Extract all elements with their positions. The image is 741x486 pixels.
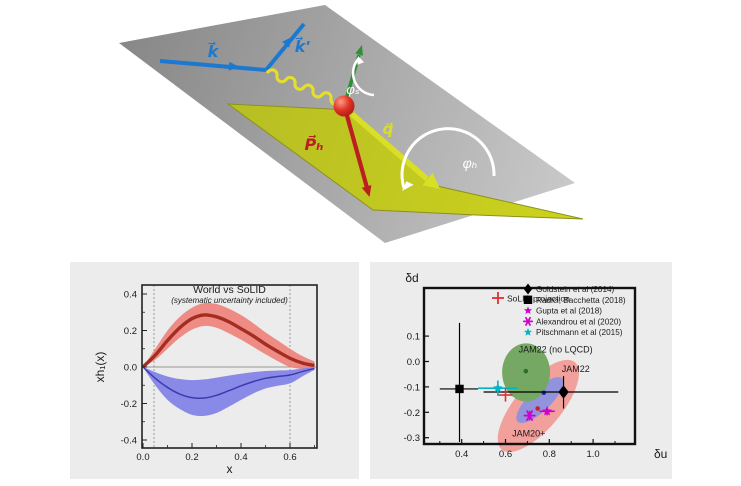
phi-s-arc xyxy=(351,57,375,97)
data-point-star xyxy=(478,380,518,396)
legend-label-3: Alexandrou et al (2020) xyxy=(536,317,621,326)
phi-h-label: φₕ xyxy=(463,155,478,171)
ellipse-center-dot xyxy=(541,390,547,396)
x-tick-label: 0.2 xyxy=(185,452,198,463)
interaction-vertex-sphere xyxy=(333,95,355,117)
k-vector-label: k⃗ xyxy=(208,41,220,61)
legend-marker-1 xyxy=(523,295,533,304)
phi-h-arc xyxy=(400,127,496,189)
chart-subtitle: (systematic uncertainty included) xyxy=(171,296,288,305)
ellipse-label-JAM22-no-LQCD-: JAM22 (no LQCD) xyxy=(519,345,593,355)
transversity-chart: 0.0 0.2 0.4 0.6 0.4 0.2 0.0 -0.2 -0.4 World vs So… xyxy=(93,284,318,476)
tensor-charge-panel: JAM20+ JAM22 JAM22 (no LQCD) 0.4 0.6 0.8 1.0 0.… xyxy=(370,262,672,479)
ellipse-label-JAM22: JAM22 xyxy=(562,364,590,374)
x-tick-label: 0.6 xyxy=(283,452,296,463)
negative-band-blue-central-curve xyxy=(142,366,315,400)
x-tick-label: 0.4 xyxy=(455,449,468,460)
legend-label-1: Radici, Bacchetta (2018) xyxy=(536,296,626,305)
hadron-momentum-arrowhead xyxy=(361,185,372,197)
y-tick-label: 0.0 xyxy=(124,363,137,374)
asterisk-center xyxy=(526,319,530,323)
y-tick-label: -0.2 xyxy=(404,408,420,419)
y-axis-label: xh₁(x) xyxy=(93,352,107,383)
asterisk-center xyxy=(527,413,532,418)
y-tick-label: 0.1 xyxy=(407,332,420,343)
phi-h-arc-arrowhead xyxy=(402,181,414,191)
incoming-lepton-line xyxy=(159,59,267,72)
y-tick-label: -0.2 xyxy=(121,399,137,410)
legend-marker-3 xyxy=(522,316,534,326)
y-axis-label: δd xyxy=(405,271,418,285)
legend-label-0: Goldstein et al (2014) xyxy=(536,285,615,294)
legend-marker-4 xyxy=(524,328,532,336)
marker-star xyxy=(542,406,553,416)
x-tick-label: 0.8 xyxy=(543,449,556,460)
q-vector-label: q⃗ xyxy=(383,121,394,138)
hadron-momentum-label: P⃗ₕ xyxy=(304,134,323,154)
x-axis-label: x xyxy=(227,462,233,476)
legend-label-solid-projection: SoLID projection xyxy=(507,294,570,304)
data-point-square xyxy=(439,322,479,443)
scattered-lepton-line xyxy=(264,22,306,72)
q-vector-arrow xyxy=(350,111,429,182)
spin-vector-arrowhead xyxy=(355,45,363,56)
sidis-kinematics-diagram: k⃗ k⃗′ q⃗ P⃗ₕ φₛ φₕ xyxy=(119,5,584,243)
y-tick-label: -0.4 xyxy=(121,436,137,447)
ellipse-center-dot xyxy=(535,406,540,411)
transversity-panel: 0.0 0.2 0.4 0.6 0.4 0.2 0.0 -0.2 -0.4 World vs So… xyxy=(70,262,359,479)
marker-star xyxy=(492,383,503,393)
legend-marker-2 xyxy=(524,306,532,314)
chart-title: World vs SoLID xyxy=(193,284,266,296)
positive-band-red-central-curve xyxy=(141,313,315,369)
photon-wavy-line xyxy=(266,68,342,107)
phi-s-label: φₛ xyxy=(346,82,359,97)
q-vector-arrowhead xyxy=(422,172,440,189)
x-tick-label: 0.4 xyxy=(234,452,247,463)
data-point-asterisk xyxy=(523,410,536,421)
scattered-lepton-arrowhead xyxy=(282,37,292,48)
data-point-plus xyxy=(498,388,513,402)
y-tick-label: 0.0 xyxy=(407,357,420,368)
x-axis-label: δu xyxy=(654,447,667,461)
legend-label-2: Gupta et al (2018) xyxy=(536,307,602,316)
y-tick-label: 0.4 xyxy=(124,290,137,301)
positive-band-red-band xyxy=(143,302,315,370)
ellipse-center-dot xyxy=(523,368,529,374)
incoming-lepton-arrowhead xyxy=(228,61,239,71)
x-tick-label: 0.0 xyxy=(136,452,149,463)
legend-label-4: Pitschmann et al (2015) xyxy=(536,328,623,337)
marker-square xyxy=(455,384,464,394)
x-tick-label: 1.0 xyxy=(586,449,599,460)
phi-s-arc-arrowhead xyxy=(357,56,364,65)
marker-asterisk xyxy=(523,410,536,421)
y-tick-label: -0.1 xyxy=(404,382,420,393)
ellipse-label-JAM20-: JAM20+ xyxy=(512,428,545,438)
k-prime-vector-label: k⃗′ xyxy=(295,36,311,56)
legend-marker-0 xyxy=(523,283,533,295)
x-tick-label: 0.6 xyxy=(499,449,512,460)
data-point-star xyxy=(539,406,555,416)
hadron-momentum-arrow xyxy=(343,111,369,188)
tensor-charge-chart: JAM20+ JAM22 JAM22 (no LQCD) 0.4 0.6 0.8 1.0 0.… xyxy=(404,271,668,461)
y-tick-label: 0.2 xyxy=(124,326,137,337)
legend-marker-solid-projection xyxy=(492,292,504,304)
y-tick-label: -0.3 xyxy=(404,433,420,444)
